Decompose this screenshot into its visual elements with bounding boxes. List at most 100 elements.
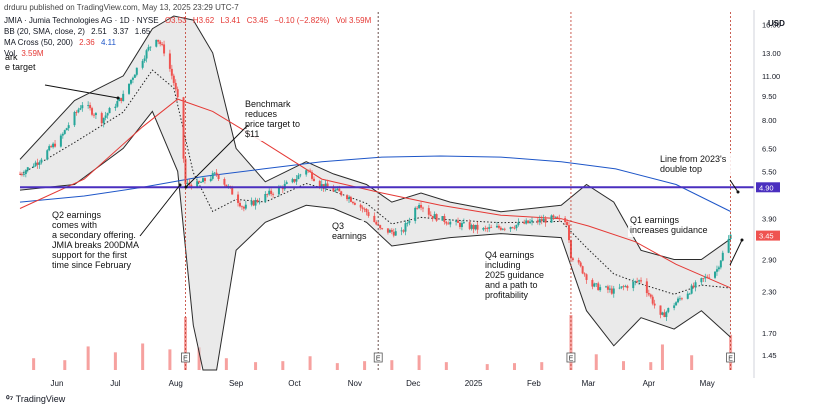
candle-body xyxy=(116,101,119,107)
ma-legend: MA Cross (50, 200) 2.36 4.11 xyxy=(4,38,120,47)
candle-body xyxy=(307,170,310,172)
candle-body xyxy=(244,204,247,209)
candle-body xyxy=(651,296,654,304)
candle-body xyxy=(608,288,611,290)
candle-body xyxy=(544,218,547,223)
volume-bar xyxy=(168,349,172,370)
annotation-arrowhead xyxy=(736,190,740,194)
annotation-text: Q1 earnings xyxy=(630,215,680,225)
y-tick-label: 2.90 xyxy=(762,256,777,265)
candle-body xyxy=(390,229,393,232)
candle-body xyxy=(174,82,177,90)
candle-body xyxy=(135,67,138,75)
annotation-text: Benchmark xyxy=(245,99,291,109)
candle-body xyxy=(715,269,718,272)
bb-value-2: 3.37 xyxy=(112,27,129,36)
candle-body xyxy=(552,215,555,218)
bb-name: BB (20, SMA, close, 2) xyxy=(4,27,85,36)
candle-body xyxy=(196,181,199,188)
annotation-text: earnings xyxy=(332,231,367,241)
candle-body xyxy=(100,113,103,124)
volume-bar xyxy=(569,315,573,370)
volume-bar xyxy=(417,355,421,370)
candle-body xyxy=(702,278,705,279)
volume-bar xyxy=(183,316,187,370)
candle-body xyxy=(688,293,691,295)
y-tick-label: 8.00 xyxy=(762,116,777,125)
candle-body xyxy=(108,108,111,114)
annotation-text: Q4 earnings xyxy=(485,250,535,260)
candle-body xyxy=(421,207,424,209)
candle-body xyxy=(190,184,193,188)
candle-body xyxy=(571,258,574,261)
candle-body xyxy=(490,227,493,229)
candle-body xyxy=(488,227,491,229)
candle-body xyxy=(386,228,389,233)
candle-body xyxy=(449,221,452,225)
candle-body xyxy=(252,200,255,206)
candle-body xyxy=(225,184,228,187)
y-tick-label: 3.90 xyxy=(762,215,777,224)
candle-body xyxy=(564,218,567,223)
candle-body xyxy=(509,227,512,230)
candle-body xyxy=(482,227,485,230)
candle-body xyxy=(443,216,446,223)
publisher-credit: drduru published on TradingView.com, May… xyxy=(4,3,239,12)
candle-body xyxy=(147,47,150,51)
vol-legend: Vol 3.59M xyxy=(4,49,48,58)
bb-value-1: 2.51 xyxy=(91,27,107,36)
candle-body xyxy=(455,220,458,222)
candle-body xyxy=(618,287,621,289)
x-tick-label: Jun xyxy=(51,379,64,388)
annotation-arrow xyxy=(44,84,119,99)
ma50-value: 2.36 xyxy=(79,38,95,47)
candle-body xyxy=(291,179,294,183)
candle-body xyxy=(211,173,214,179)
candle-body xyxy=(237,194,240,203)
candle-body xyxy=(599,287,602,291)
ticker-legend: JMIA · Jumia Technologies AG · 1D · NYSE… xyxy=(4,16,375,25)
candle-body xyxy=(198,181,201,183)
candle-body xyxy=(503,228,506,230)
candle-body xyxy=(334,190,337,192)
candle-body xyxy=(40,159,43,163)
volume-bar xyxy=(622,361,626,370)
candle-body xyxy=(213,172,216,174)
candle-body xyxy=(542,218,545,222)
candle-body xyxy=(634,281,637,282)
candle-body xyxy=(268,190,271,195)
x-tick-label: Dec xyxy=(406,379,420,388)
annotation-arrow xyxy=(729,179,739,193)
candle-body xyxy=(704,276,707,279)
ma50-line xyxy=(19,98,731,289)
candle-body xyxy=(54,143,57,147)
candle-body xyxy=(61,133,64,136)
candle-body xyxy=(22,174,25,175)
candle-body xyxy=(91,108,94,115)
candle-body xyxy=(577,260,580,263)
candle-body xyxy=(63,130,66,134)
volume-bar xyxy=(86,346,90,370)
candle-body xyxy=(379,225,382,229)
candle-body xyxy=(529,221,532,224)
candle-body xyxy=(400,230,403,232)
candle-body xyxy=(361,207,364,209)
candle-body xyxy=(176,89,179,98)
annotation-arrowhead xyxy=(740,238,744,242)
candle-body xyxy=(460,223,463,228)
volume-bar xyxy=(197,347,201,370)
candle-body xyxy=(604,286,607,288)
candle-body xyxy=(667,307,670,312)
candle-body xyxy=(661,312,664,315)
candle-body xyxy=(665,311,668,318)
volume-bar xyxy=(444,362,448,370)
candle-body xyxy=(375,222,378,225)
y-tick-label: 16.00 xyxy=(762,20,781,29)
annotation-text: increases guidance xyxy=(630,225,708,235)
candle-body xyxy=(673,305,676,308)
ticker-close: C3.45 xyxy=(246,16,269,25)
annotation-background xyxy=(3,51,45,74)
candle-body xyxy=(295,179,298,182)
volume-bar xyxy=(224,358,228,370)
